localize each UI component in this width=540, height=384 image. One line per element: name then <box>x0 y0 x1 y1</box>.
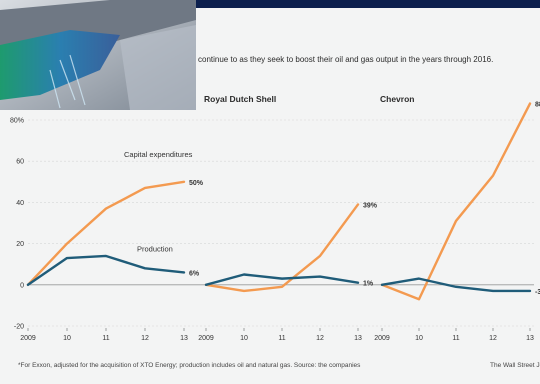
x-tick-label: 10 <box>63 335 71 342</box>
y-tick-label: -20 <box>14 324 24 331</box>
end-value-label: 39% <box>363 202 378 209</box>
x-tick-label: 12 <box>316 335 324 342</box>
x-tick-label: 10 <box>240 335 248 342</box>
x-tick-label: 11 <box>102 335 109 342</box>
y-tick-label: 0 <box>20 282 24 289</box>
x-tick-label: 12 <box>489 335 497 342</box>
end-value-label: 88% <box>535 102 540 109</box>
panel-title-chevron: Chevron <box>380 94 415 104</box>
y-tick-label: 80% <box>10 118 24 125</box>
end-value-label: 6% <box>189 270 200 277</box>
chart-credit: The Wall Street Journal <box>490 362 540 369</box>
end-value-label: -3% <box>535 289 540 296</box>
end-value-label: 50% <box>189 180 204 187</box>
panel-title-shell: Royal Dutch Shell <box>204 94 277 104</box>
x-tick-label: 13 <box>354 335 362 342</box>
end-value-label: 1% <box>363 281 374 288</box>
x-tick-label: 2009 <box>374 335 390 342</box>
x-tick-label: 2009 <box>20 335 36 342</box>
x-tick-label: 11 <box>278 335 285 342</box>
x-tick-label: 12 <box>141 335 149 342</box>
series-line-production <box>204 273 360 286</box>
photo-image <box>0 0 196 110</box>
oil-rig-photo <box>0 0 196 110</box>
x-tick-label: 13 <box>180 335 188 342</box>
series-label-capex: Capital expenditures <box>124 150 193 159</box>
x-tick-label: 10 <box>415 335 423 342</box>
y-tick-label: 20 <box>16 241 24 248</box>
x-tick-label: 11 <box>452 335 459 342</box>
chart-caption: continue to as they seek to boost their … <box>198 55 494 64</box>
series-line-capex <box>380 102 532 301</box>
chart-footnote: *For Exxon, adjusted for the acquisition… <box>18 362 361 369</box>
x-tick-label: 2009 <box>198 335 214 342</box>
y-tick-label: 60 <box>16 159 24 166</box>
series-label-production: Production <box>137 245 173 254</box>
x-tick-label: 13 <box>526 335 534 342</box>
y-tick-label: 40 <box>16 200 24 207</box>
